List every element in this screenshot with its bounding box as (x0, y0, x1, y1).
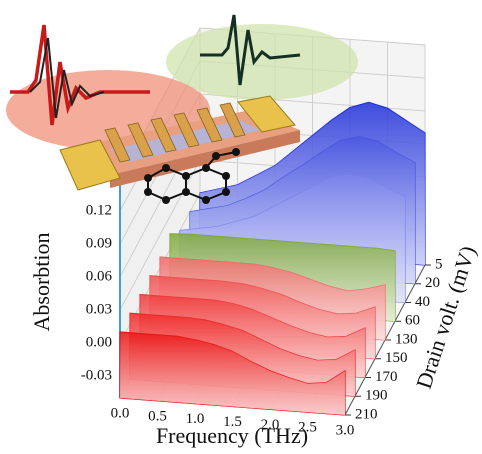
figure: -0.030.000.030.060.090.120.00.51.01.52.0… (0, 0, 482, 454)
y-tick-label: 0.12 (86, 202, 112, 218)
y-tick-label: 0.09 (86, 235, 112, 251)
y-tick-label: 0.06 (86, 268, 113, 284)
y-tick-label: -0.03 (81, 367, 112, 383)
x-tick-label: 0.0 (111, 405, 130, 421)
z-tick-label: 20 (425, 275, 440, 291)
x-tick-label: 0.5 (148, 408, 167, 424)
z-tick-label: 210 (355, 406, 378, 422)
y-tick-label: 0.00 (86, 334, 112, 350)
green-ellipse (166, 24, 358, 100)
z-tick-label: 60 (405, 313, 420, 329)
z-tick-label: 170 (375, 369, 398, 385)
x-axis-title: Frequency (THz) (156, 423, 308, 448)
z-tick-label: 40 (415, 294, 430, 310)
x-tick-label: 3.0 (336, 422, 355, 438)
z-tick-label: 130 (395, 331, 418, 347)
z-tick-label: 5 (435, 256, 443, 272)
y-axis-title: Absorbtion (29, 233, 54, 332)
z-tick-label: 190 (365, 388, 388, 404)
y-tick-label: 0.03 (86, 301, 112, 317)
z-tick-label: 150 (385, 350, 408, 366)
